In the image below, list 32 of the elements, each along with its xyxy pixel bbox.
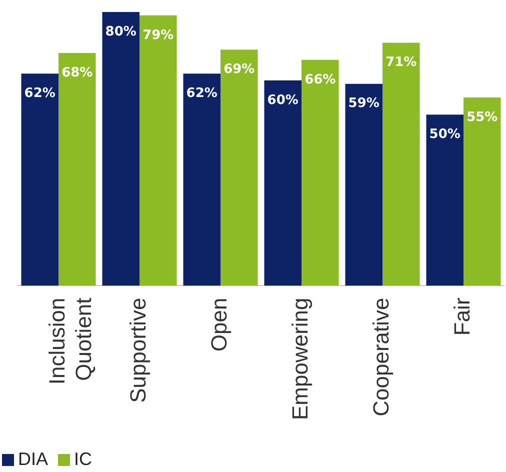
bar — [183, 74, 220, 286]
x-tick-label: Inclusion Quotient — [44, 298, 96, 385]
data-label: 68% — [62, 65, 93, 80]
bar — [464, 98, 501, 286]
data-label: 62% — [186, 86, 218, 101]
data-label: 79% — [142, 28, 174, 43]
legend-label: DIA — [18, 449, 48, 470]
bar — [21, 74, 58, 286]
bar — [426, 114, 464, 286]
x-tick-label: Supportive — [126, 298, 151, 403]
bar — [264, 80, 302, 286]
data-label: 50% — [429, 127, 460, 142]
data-label: 62% — [24, 86, 56, 101]
data-label: 69% — [224, 62, 255, 78]
data-label: 59% — [348, 96, 380, 112]
bar — [102, 12, 140, 286]
x-tick-label: Open — [206, 298, 232, 352]
bar — [382, 42, 420, 286]
data-label: 80% — [105, 24, 136, 40]
bar — [345, 84, 382, 286]
x-tick-label: Empowering — [288, 298, 313, 420]
bar — [58, 53, 96, 286]
bar — [140, 15, 177, 286]
x-tick-label: Cooperative — [368, 298, 394, 416]
data-label: 66% — [304, 72, 336, 88]
data-label: 71% — [386, 55, 417, 70]
x-tick-label: Fair — [450, 298, 475, 336]
data-label: 60% — [267, 92, 298, 108]
data-label: 55% — [466, 110, 498, 125]
legend-label: IC — [74, 449, 92, 470]
bar — [302, 60, 339, 286]
bar — [220, 50, 258, 286]
